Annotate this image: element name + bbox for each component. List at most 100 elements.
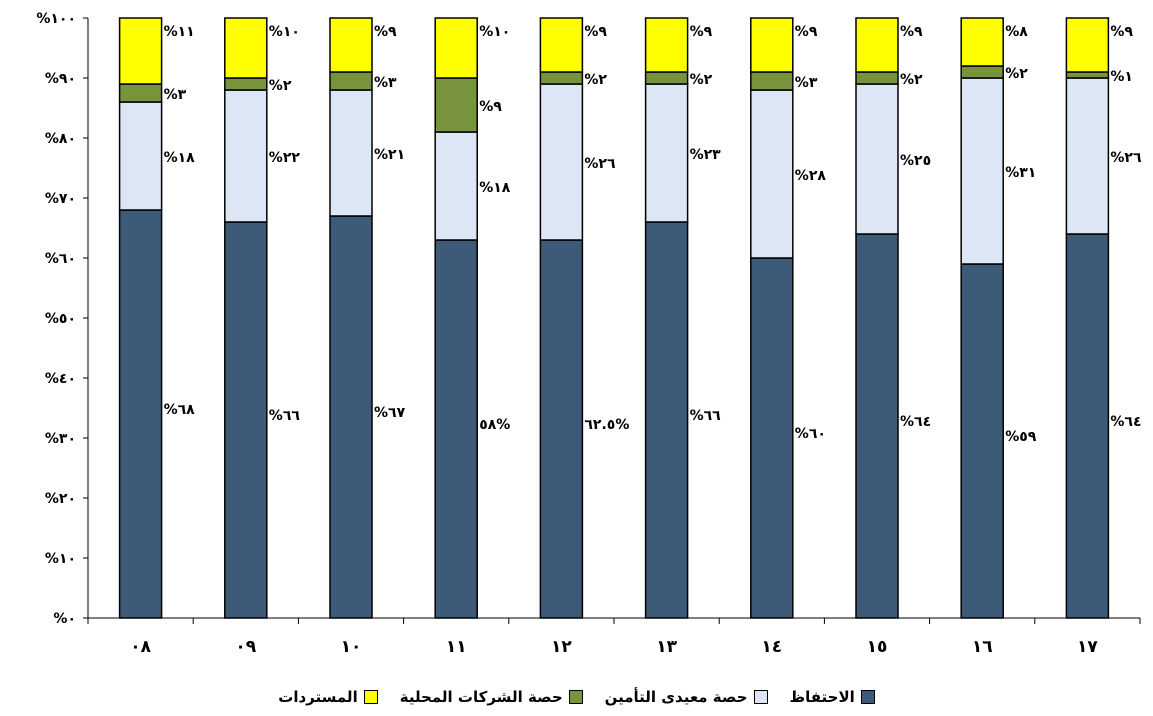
- bar-segment-retention: [855, 233, 899, 619]
- bar-segment-refunds: [434, 17, 478, 79]
- x-tick-label: ١٣: [656, 637, 677, 657]
- legend-label-retention: الاحتفاظ: [789, 688, 855, 706]
- data-label-local-companies-share: %٣: [164, 87, 187, 103]
- data-label-retention: %٦٤: [1110, 414, 1141, 430]
- data-label-reinsurers-share: %٢٦: [584, 156, 616, 172]
- data-label-refunds: %١١: [164, 24, 195, 40]
- bar-segment-retention: [329, 215, 373, 619]
- data-label-retention: %٦٤: [900, 414, 931, 430]
- data-label-refunds: %١٠: [269, 24, 300, 40]
- data-label-retention: %٥٩: [1005, 429, 1037, 445]
- y-tick-label: %٦٠: [45, 251, 76, 267]
- data-label-reinsurers-share: %١٨: [164, 150, 196, 166]
- legend-label-reinsurers-share: حصة معيدى التأمين: [604, 688, 748, 706]
- bar-segment-local-companies-share: [1065, 71, 1110, 79]
- bars: [118, 17, 1110, 619]
- x-tick-label: ١٠: [341, 637, 362, 657]
- bar-segment-local-companies-share: [434, 77, 478, 133]
- data-label-local-companies-share: %٢: [584, 72, 607, 88]
- data-label-refunds: %٩: [374, 24, 397, 40]
- bar-segment-reinsurers-share: [960, 77, 1004, 265]
- data-label-retention: %٦٠: [795, 426, 826, 442]
- bar-segment-retention: [960, 263, 1004, 619]
- bar-segment-retention: [750, 257, 794, 619]
- x-tick-label: ٠٩: [235, 637, 256, 657]
- legend-item-retention: الاحتفاظ: [790, 688, 875, 706]
- bar-segment-reinsurers-share: [434, 131, 478, 241]
- data-label-refunds: %٩: [584, 24, 607, 40]
- data-label-retention: ٥٨%: [479, 417, 510, 433]
- y-tick-label: %١٠: [45, 551, 76, 567]
- bar-segment-reinsurers-share: [118, 101, 163, 211]
- x-tick-label: ١٤: [761, 637, 782, 657]
- bar-segment-refunds: [644, 17, 689, 73]
- legend-swatch-reinsurers-share: [753, 690, 768, 704]
- y-tick-label: %٠: [53, 611, 76, 627]
- data-label-local-companies-share: %١: [1110, 69, 1133, 85]
- legend-label-refunds: المستردات: [278, 688, 358, 706]
- data-label-retention: ٦٢.٥%: [584, 417, 629, 433]
- x-tick-label: ١٦: [972, 637, 993, 657]
- legend-swatch-refunds: [363, 690, 378, 704]
- data-label-local-companies-share: %٢: [1005, 66, 1028, 82]
- legend-item-reinsurers-share: حصة معيدى التأمين: [605, 688, 768, 706]
- bar-segment-local-companies-share: [960, 65, 1004, 79]
- bar-segment-refunds: [1065, 17, 1110, 73]
- data-label-refunds: %٩: [900, 24, 923, 40]
- data-label-local-companies-share: %٢: [900, 72, 923, 88]
- data-label-refunds: %٩: [1110, 24, 1133, 40]
- data-label-local-companies-share: %٢: [690, 72, 713, 88]
- data-label-retention: %٦٦: [269, 408, 301, 424]
- bar-segment-reinsurers-share: [644, 83, 689, 223]
- bar-segment-retention: [539, 239, 584, 619]
- y-tick-label: %٩٠: [45, 71, 76, 87]
- legend-swatch-local-companies-share: [568, 690, 583, 704]
- data-label-local-companies-share: %٩: [479, 99, 502, 115]
- y-tick-label: %٧٠: [45, 191, 76, 207]
- segment-labels: %٦٨ %١٨ %٣ %١١ %٦٦ %٢٢ %٢ %١٠ %٦٧ %٢١ %٣ %٩ ٥٨% %١٨ %٩…: [164, 24, 1142, 445]
- data-label-reinsurers-share: %٢١: [374, 147, 405, 163]
- bar-segment-retention: [224, 221, 268, 619]
- bar-segment-refunds: [224, 17, 268, 79]
- bar-segment-reinsurers-share: [539, 83, 584, 241]
- data-label-reinsurers-share: %٢٨: [795, 168, 827, 184]
- y-tick-label: %١٠٠: [36, 11, 76, 27]
- legend-label-local-companies-share: حصة الشركات المحلية: [399, 688, 563, 706]
- bar-segment-local-companies-share: [224, 77, 268, 91]
- data-label-refunds: %٩: [690, 24, 713, 40]
- bar-segment-retention: [644, 221, 689, 619]
- bar-segment-reinsurers-share: [1065, 77, 1110, 235]
- data-label-retention: %٦٧: [374, 405, 406, 421]
- bar-segment-refunds: [539, 17, 584, 73]
- stacked-bar-chart: %٠ %١٠ %٢٠ %٣٠ %٤٠ %٥٠ %٦٠ %٧٠ %٨٠ %٩٠ %١٠٠ %٦٨ %١٨…: [36, 11, 1142, 657]
- data-label-reinsurers-share: %٢٥: [900, 153, 931, 169]
- data-label-reinsurers-share: %٢٢: [269, 150, 301, 166]
- bar-segment-refunds: [855, 17, 899, 73]
- data-label-reinsurers-share: %١٨: [479, 180, 511, 196]
- data-label-refunds: %٨: [1005, 24, 1028, 40]
- y-tick-label: %٤٠: [45, 371, 76, 387]
- bar-segment-local-companies-share: [118, 83, 163, 103]
- data-label-refunds: %١٠: [479, 24, 510, 40]
- legend: الاحتفاظ حصة معيدى التأمين حصة الشركات ا…: [0, 688, 1153, 706]
- legend-swatch-retention: [860, 690, 875, 704]
- bar-segment-refunds: [118, 17, 163, 85]
- x-tick-label: ٠٨: [130, 637, 151, 657]
- bar-segment-reinsurers-share: [329, 89, 373, 217]
- bar-segment-local-companies-share: [329, 71, 373, 91]
- data-label-local-companies-share: %٣: [374, 75, 397, 91]
- bar-segment-reinsurers-share: [855, 83, 899, 235]
- x-tick-label: ١٢: [551, 637, 572, 657]
- bar-segment-retention: [118, 209, 163, 619]
- legend-item-local-companies-share: حصة الشركات المحلية: [400, 688, 583, 706]
- bar-segment-retention: [1065, 233, 1110, 619]
- bar-segment-local-companies-share: [644, 71, 689, 85]
- y-tick-label: %٥٠: [45, 311, 76, 327]
- data-label-reinsurers-share: %٢٦: [1110, 150, 1142, 166]
- x-tick-label: ١٥: [867, 637, 888, 657]
- legend-item-refunds: المستردات: [278, 688, 378, 706]
- data-label-local-companies-share: %٣: [795, 75, 818, 91]
- bar-segment-local-companies-share: [750, 71, 794, 91]
- bar-segment-local-companies-share: [855, 71, 899, 85]
- data-label-reinsurers-share: %٢٣: [690, 147, 722, 163]
